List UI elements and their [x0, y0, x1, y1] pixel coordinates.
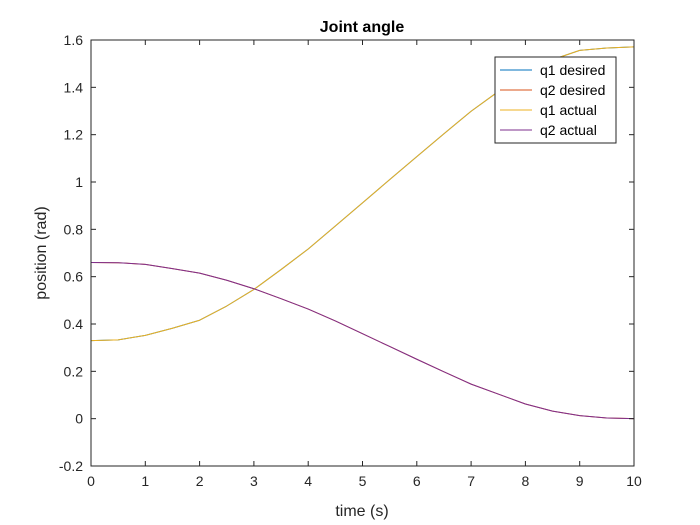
legend-label: q1 desired: [540, 62, 605, 78]
legend-label: q2 desired: [540, 82, 605, 98]
x-tick-label: 10: [626, 473, 642, 489]
x-tick-label: 6: [413, 473, 421, 489]
y-tick-label: 1.2: [64, 127, 84, 143]
y-tick-label: 0: [75, 411, 83, 427]
y-tick-label: 0.2: [64, 363, 84, 379]
y-axis-label: position (rad): [33, 206, 50, 299]
legend-label: q2 actual: [540, 122, 597, 138]
x-tick-label: 7: [467, 473, 475, 489]
x-tick-label: 1: [141, 473, 149, 489]
legend: q1 desired q2 desired q1 actual q2 actual: [494, 56, 617, 144]
x-tick-label: 4: [304, 473, 312, 489]
y-tick-label: 0.4: [64, 316, 84, 332]
series-line-q2-actual: [91, 261, 634, 420]
x-axis-label: time (s): [335, 503, 388, 520]
legend-label: q1 actual: [540, 102, 597, 118]
y-tick-label: 1.4: [64, 79, 84, 95]
x-tick-label: 2: [196, 473, 204, 489]
x-tick-label: 5: [359, 473, 367, 489]
y-tick-label: -0.2: [59, 458, 83, 474]
x-tick-label: 3: [250, 473, 258, 489]
y-tick-label: 0.8: [64, 221, 84, 237]
x-tick-label: 9: [576, 473, 584, 489]
chart-title: Joint angle: [320, 19, 405, 36]
legend-box: [494, 56, 617, 144]
y-tick-label: 1.6: [64, 32, 84, 48]
x-tick-label: 0: [87, 473, 95, 489]
y-tick-label: 0.6: [64, 269, 84, 285]
y-tick-label: 1: [75, 174, 83, 190]
x-tick-label: 8: [522, 473, 530, 489]
